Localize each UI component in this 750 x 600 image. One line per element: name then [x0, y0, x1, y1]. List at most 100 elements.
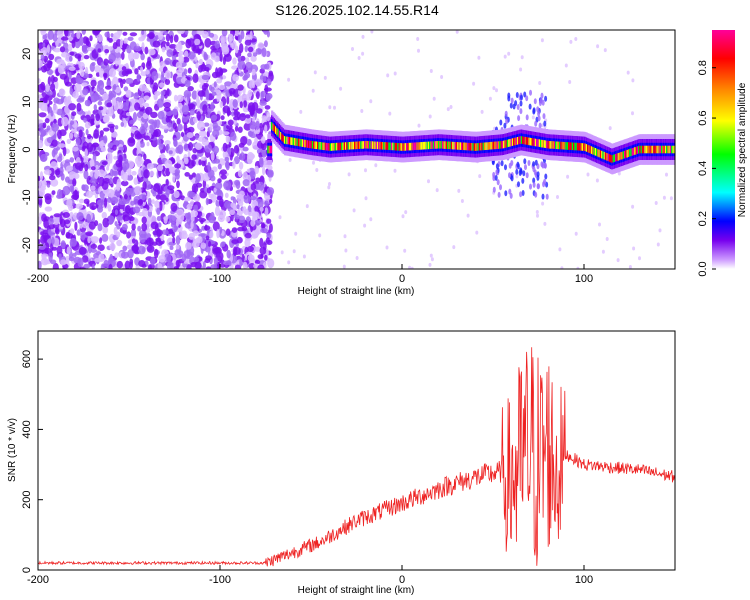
spectrogram-cell [191, 159, 196, 167]
spectrogram-cell [534, 191, 538, 198]
spectrogram-cell [204, 225, 211, 231]
spectrogram-cell [48, 217, 54, 225]
spectrogram-cell [98, 253, 105, 262]
spectrogram-cell [569, 39, 573, 44]
spectrogram-cell [350, 141, 353, 150]
x-tick-label: -100 [209, 273, 231, 285]
spectrogram-cell [122, 144, 127, 153]
spectrogram-cell [209, 123, 213, 132]
spectrogram-cell [152, 190, 157, 197]
spectrogram-cell [525, 95, 529, 102]
spectrogram-cell [53, 213, 61, 218]
spectrogram-cell [427, 141, 430, 150]
spectrogram-cell [657, 145, 660, 154]
spectrogram-cell [327, 143, 330, 151]
spectrogram-cell [671, 145, 674, 154]
spectrogram-cell [128, 138, 135, 144]
spectrogram-cell [478, 174, 482, 179]
spectrogram-cell [114, 209, 118, 216]
spectrogram-cell [80, 69, 85, 77]
spectrogram-cell [181, 105, 190, 115]
spectrogram-cell [305, 204, 309, 209]
spectrogram-cell [134, 68, 139, 75]
spectrogram-cell [496, 141, 499, 149]
spectrogram-cell [420, 142, 423, 150]
spectrogram-cell [517, 181, 520, 188]
spectrogram-cell [63, 96, 70, 107]
spectrogram-cell [636, 146, 639, 154]
snr-panel: -200 -100 0 100 0 200 400 600 Height of straigh… [7, 330, 676, 596]
spectrogram-cell [165, 116, 170, 123]
spectrogram-cell [562, 141, 566, 150]
spectrogram-cell [669, 196, 673, 201]
spectrogram-cell [207, 169, 215, 179]
spectrogram-cell [393, 168, 397, 173]
spectrogram-cell [68, 72, 72, 80]
spectrogram-cell [336, 142, 339, 151]
spectrogram-cell [156, 216, 162, 222]
spectrogram-cell [568, 80, 572, 84]
spectrogram-cell [604, 152, 608, 160]
spectrogram-cell [280, 250, 284, 255]
spectrogram-cell [352, 208, 356, 213]
spectrogram-cell [150, 111, 158, 119]
spectrogram-cell [201, 74, 210, 80]
spectrogram-cell [366, 141, 369, 149]
spectrogram-cell [247, 254, 255, 262]
spectrogram-cell [81, 44, 89, 54]
spectrogram-cell [177, 30, 185, 35]
spectrogram-cell [86, 213, 91, 224]
spectrogram-cell [192, 116, 198, 124]
spectrogram-cell [219, 68, 223, 77]
spectrogram-cell [370, 30, 374, 34]
spectrogram-cell [40, 54, 45, 61]
spectrogram-cell [190, 262, 197, 268]
spectrogram-cell [543, 221, 547, 226]
spectrogram-cell [469, 143, 473, 151]
spectrogram-cell [112, 144, 117, 151]
spectrogram-cell [39, 103, 48, 111]
spectrogram-cell [120, 251, 129, 259]
spectrogram-cell [65, 255, 71, 263]
spectrogram-cell [342, 142, 345, 150]
spectrogram-cell [71, 111, 77, 117]
spectrogram-cell [300, 139, 303, 147]
spectrogram-cell [234, 125, 239, 132]
spectrogram-cell [108, 46, 113, 51]
colorbar-tick-label: 0.0 [697, 261, 709, 276]
spectrogram-cell [76, 212, 84, 221]
spectrogram-cell [85, 37, 90, 46]
spectrogram-cell [175, 235, 181, 245]
spectrogram-cell [664, 145, 667, 154]
spectrogram-cell [227, 119, 234, 126]
spectrogram-cell [173, 34, 179, 43]
spectrogram-xlabel: Height of straight line (km) [298, 286, 415, 297]
spectrogram-cell [110, 33, 114, 38]
spectrogram-cell [89, 62, 95, 72]
spectrogram-cell [38, 243, 46, 250]
spectrogram-cell [299, 109, 303, 114]
spectrogram-cell [515, 92, 519, 98]
spectrogram-cell [205, 88, 209, 98]
spectrogram-cell [239, 43, 244, 54]
spectrogram-cell [385, 142, 388, 150]
spectrogram-cell [122, 245, 128, 252]
spectrogram-cell [105, 85, 112, 90]
spectrogram-cell [221, 241, 226, 247]
spectrogram-cell [473, 143, 476, 151]
spectrogram-cell [548, 141, 552, 149]
spectrogram-cell [645, 145, 648, 154]
spectrogram-cell [164, 57, 172, 66]
spectrogram-cell [631, 111, 634, 116]
spectrogram-cell [376, 141, 380, 150]
spectrogram-cell [264, 124, 268, 134]
spectrogram-cell [46, 125, 51, 131]
spectrogram-cell [294, 231, 298, 236]
spectrogram-cell [237, 169, 243, 178]
spectrogram-cell [527, 137, 530, 145]
spectrogram-cell [494, 141, 497, 150]
spectrogram-cell [399, 143, 402, 151]
spectrogram-cell [446, 107, 450, 112]
spectrogram-cell [77, 257, 84, 268]
spectrogram-cell [603, 151, 606, 160]
